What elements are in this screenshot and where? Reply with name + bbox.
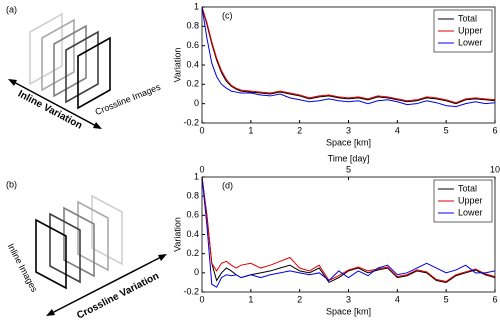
arrow [47,254,166,316]
x-tick-label: 6 [492,294,497,304]
plot-frame [201,176,496,293]
plane [77,36,111,110]
arrow-label: Inline Variation [16,89,84,132]
x2-tick-label: 0 [199,164,204,174]
plane [49,212,81,284]
series-line [202,7,495,104]
panel-label: (c) [222,10,233,20]
series-line [202,7,495,108]
x-tick-label: 0 [199,125,204,135]
legend: Total Upper Lower [433,179,493,223]
legend: Total Upper Lower [433,9,493,53]
x-tick-label: 5 [444,125,449,135]
arrowhead [46,309,55,316]
arrowhead [158,254,167,261]
y-tick-label: 0.2 [186,79,199,89]
y-tick-label: -0.2 [183,117,199,127]
y-axis-label: Variation [172,217,182,252]
legend-label: Lower [458,207,483,217]
x-tick-label: 1 [248,125,253,135]
plane [65,30,99,104]
series-line [202,177,495,284]
arrowhead [8,79,17,86]
x-tick-label: 6 [492,125,497,135]
plane [91,194,123,266]
images-label: Crossline Images [94,82,163,118]
panel-label: (a) [6,4,17,14]
arrowhead [93,122,102,129]
y-tick-label: 0.8 [186,191,199,201]
arrow [9,79,101,129]
panel-label: (d) [222,180,233,190]
y-tick-label: 0.2 [186,248,199,258]
plane [35,218,67,290]
x-tick-label: 4 [395,294,400,304]
panel-label: (b) [6,179,17,189]
y-tick-label: 0 [194,98,199,108]
images-label: Inline Images [6,242,40,294]
x-tick-label: 2 [297,294,302,304]
legend-label: Total [458,183,477,193]
x-tick-label: 4 [395,125,400,135]
x-tick-label: 0 [199,294,204,304]
y-tick-label: -0.2 [183,286,199,296]
y-tick-label: 0.6 [186,210,199,220]
plot-frame [201,6,496,124]
x2-tick-label: 10 [490,164,500,174]
y-axis-label: Variation [172,48,182,83]
x-tick-label: 1 [248,294,253,304]
y-tick-label: 1 [194,1,199,11]
legend-label: Upper [458,25,483,35]
diagram-a: (a) Inline Variation Crossline Images [6,4,162,131]
legend-label: Total [458,13,477,23]
arrow-label: Crossline Variation [75,271,161,321]
x2-tick-label: 5 [346,164,351,174]
x-tick-label: 2 [297,125,302,135]
series-line [202,177,495,288]
y-tick-label: 0 [194,267,199,277]
legend-label: Upper [458,195,483,205]
x-tick-label: 3 [346,294,351,304]
y-tick-label: 0.4 [186,59,199,69]
x-tick-label: 5 [444,294,449,304]
x-axis-label: Space [km] [326,306,371,316]
y-tick-label: 1 [194,171,199,181]
plane [41,18,75,92]
series-line [202,7,495,105]
plane [63,206,95,278]
x2-axis-label: Time [day] [328,153,370,163]
plane [77,200,109,272]
y-tick-label: 0.4 [186,229,199,239]
x-axis-label: Space [km] [326,137,371,147]
legend-label: Lower [458,37,483,47]
y-tick-label: 0.8 [186,21,199,31]
diagram-b: (b) Inline Images Crossline Variation [6,179,167,321]
x-tick-label: 3 [346,125,351,135]
plane [53,24,87,98]
plane [29,12,63,86]
y-tick-label: 0.6 [186,40,199,50]
